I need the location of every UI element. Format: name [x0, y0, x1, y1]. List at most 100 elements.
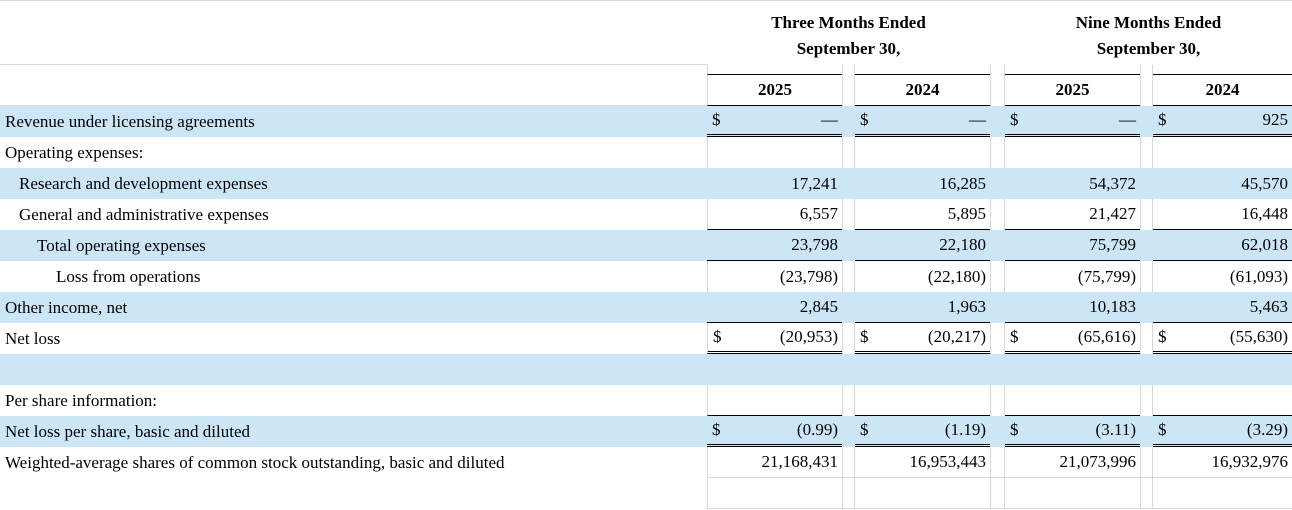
- cell-value: 2,845: [707, 292, 842, 323]
- group-title-line2: September 30,: [1096, 38, 1201, 58]
- column-spacer: [842, 137, 855, 168]
- value-text: —: [1119, 110, 1136, 129]
- group-spacer: [990, 478, 1005, 509]
- cell-value: [1153, 385, 1292, 416]
- group-title-line1: Three Months Ended: [771, 13, 926, 32]
- row-label: General and administrative expenses: [19, 204, 269, 224]
- cell-value: $ —: [707, 106, 842, 137]
- dollar-sign: $: [1158, 420, 1167, 439]
- column-spacer: [842, 168, 855, 199]
- column-spacer: [1140, 385, 1153, 416]
- row-label: Weighted-average shares of common stock …: [5, 452, 505, 472]
- cell-value: 21,073,996: [1005, 447, 1140, 478]
- column-group-title-nine-months: Nine Months Ended September 30,: [1005, 1, 1292, 65]
- value-text: 6,557: [799, 204, 838, 223]
- table-row-blank: [0, 354, 1292, 385]
- cell-value: $ (3.29): [1153, 416, 1292, 447]
- column-spacer: [1140, 65, 1153, 75]
- cell-value: [855, 137, 990, 168]
- column-spacer: [842, 385, 855, 416]
- dollar-sign: $: [860, 327, 869, 346]
- cell-value: $ (1.19): [855, 416, 990, 447]
- cell-value: (23,798): [707, 261, 842, 292]
- dollar-sign: $: [1158, 327, 1167, 346]
- table-header-group-row: Three Months Ended September 30, Nine Mo…: [0, 0, 1292, 75]
- value-text: 5,463: [1249, 297, 1288, 316]
- value-text: 16,932,976: [1211, 452, 1289, 471]
- dollar-sign: $: [860, 110, 869, 129]
- header-underline-cell: [707, 65, 842, 75]
- table-header-year-row: 2025 2024 2025 2024: [0, 75, 1292, 106]
- cell-value: [1153, 354, 1292, 385]
- cell-value: $ (20,217): [855, 323, 990, 354]
- value-text: 16,285: [939, 173, 986, 193]
- cell-value: 62,018: [1153, 230, 1292, 261]
- dollar-sign: $: [712, 110, 721, 129]
- value-text: —: [969, 110, 986, 129]
- cell-value: 23,798: [707, 230, 842, 261]
- value-text: 16,448: [1241, 204, 1288, 223]
- cell-value: 6,557: [707, 199, 842, 230]
- cell-value: $ —: [1005, 106, 1140, 137]
- value-text: 21,427: [1089, 204, 1136, 223]
- dollar-sign: $: [713, 327, 722, 346]
- value-text: (0.99): [796, 420, 838, 439]
- value-text: (23,798): [779, 266, 838, 286]
- table-row: Operating expenses:: [0, 137, 1292, 168]
- value-text: 21,168,431: [761, 452, 839, 471]
- table-row: Net loss $ (20,953) $ (20,217) $ (65,616) $ (55,…: [0, 323, 1292, 354]
- cell-value: 16,932,976: [1153, 447, 1292, 478]
- cell-value: [1005, 354, 1140, 385]
- cell-value: [855, 354, 990, 385]
- value-text: (55,630): [1229, 327, 1288, 346]
- cell-value: (22,180): [855, 261, 990, 292]
- group-spacer: [990, 230, 1005, 261]
- cell-value: [1005, 478, 1140, 509]
- group-spacer: [990, 199, 1005, 230]
- column-spacer: [1140, 292, 1153, 323]
- header-underline-cell: [855, 65, 990, 75]
- table-row: Per share information:: [0, 385, 1292, 416]
- year-header: 2024: [855, 75, 990, 106]
- cell-value: (75,799): [1005, 261, 1140, 292]
- group-spacer: [990, 292, 1005, 323]
- cell-value: 17,241: [707, 168, 842, 199]
- value-text: (75,799): [1077, 266, 1136, 286]
- dollar-sign: $: [1158, 110, 1167, 129]
- cell-value: 22,180: [855, 230, 990, 261]
- column-spacer: [842, 478, 855, 509]
- cell-value: [1005, 137, 1140, 168]
- column-spacer: [1140, 354, 1153, 385]
- column-group-title-three-months: Three Months Ended September 30,: [707, 1, 990, 65]
- year-header: 2025: [707, 75, 842, 106]
- group-spacer: [990, 323, 1005, 354]
- row-label: Net loss: [5, 328, 61, 348]
- cell-value: [1005, 385, 1140, 416]
- value-text: 925: [1262, 110, 1289, 129]
- value-text: (20,953): [779, 327, 838, 346]
- value-text: 2,845: [799, 297, 838, 316]
- group-spacer: [990, 65, 1005, 75]
- table-row: Total operating expenses 23,798 22,180 75,7…: [0, 230, 1292, 261]
- value-text: 54,372: [1089, 173, 1136, 193]
- row-label: Operating expenses:: [5, 142, 144, 162]
- value-text: (3.29): [1246, 420, 1288, 439]
- cell-value: 16,285: [855, 168, 990, 199]
- cell-value: [707, 478, 842, 509]
- table-row: Weighted-average shares of common stock …: [0, 447, 1292, 478]
- cell-value: (61,093): [1153, 261, 1292, 292]
- group-spacer: [990, 106, 1005, 137]
- table-row: Other income, net 2,845 1,963 10,183 5,463: [0, 292, 1292, 323]
- cell-value: 16,953,443: [855, 447, 990, 478]
- group-spacer: [990, 416, 1005, 447]
- table-body: Revenue under licensing agreements $ — $ — $ —…: [0, 106, 1292, 509]
- table-row: Revenue under licensing agreements $ — $ — $ —…: [0, 106, 1292, 137]
- group-spacer: [990, 385, 1005, 416]
- cell-value: [707, 385, 842, 416]
- value-text: (61,093): [1229, 266, 1288, 286]
- value-text: (1.19): [944, 420, 986, 439]
- value-text: —: [821, 110, 838, 129]
- value-text: (20,217): [927, 327, 986, 346]
- column-spacer: [842, 75, 855, 106]
